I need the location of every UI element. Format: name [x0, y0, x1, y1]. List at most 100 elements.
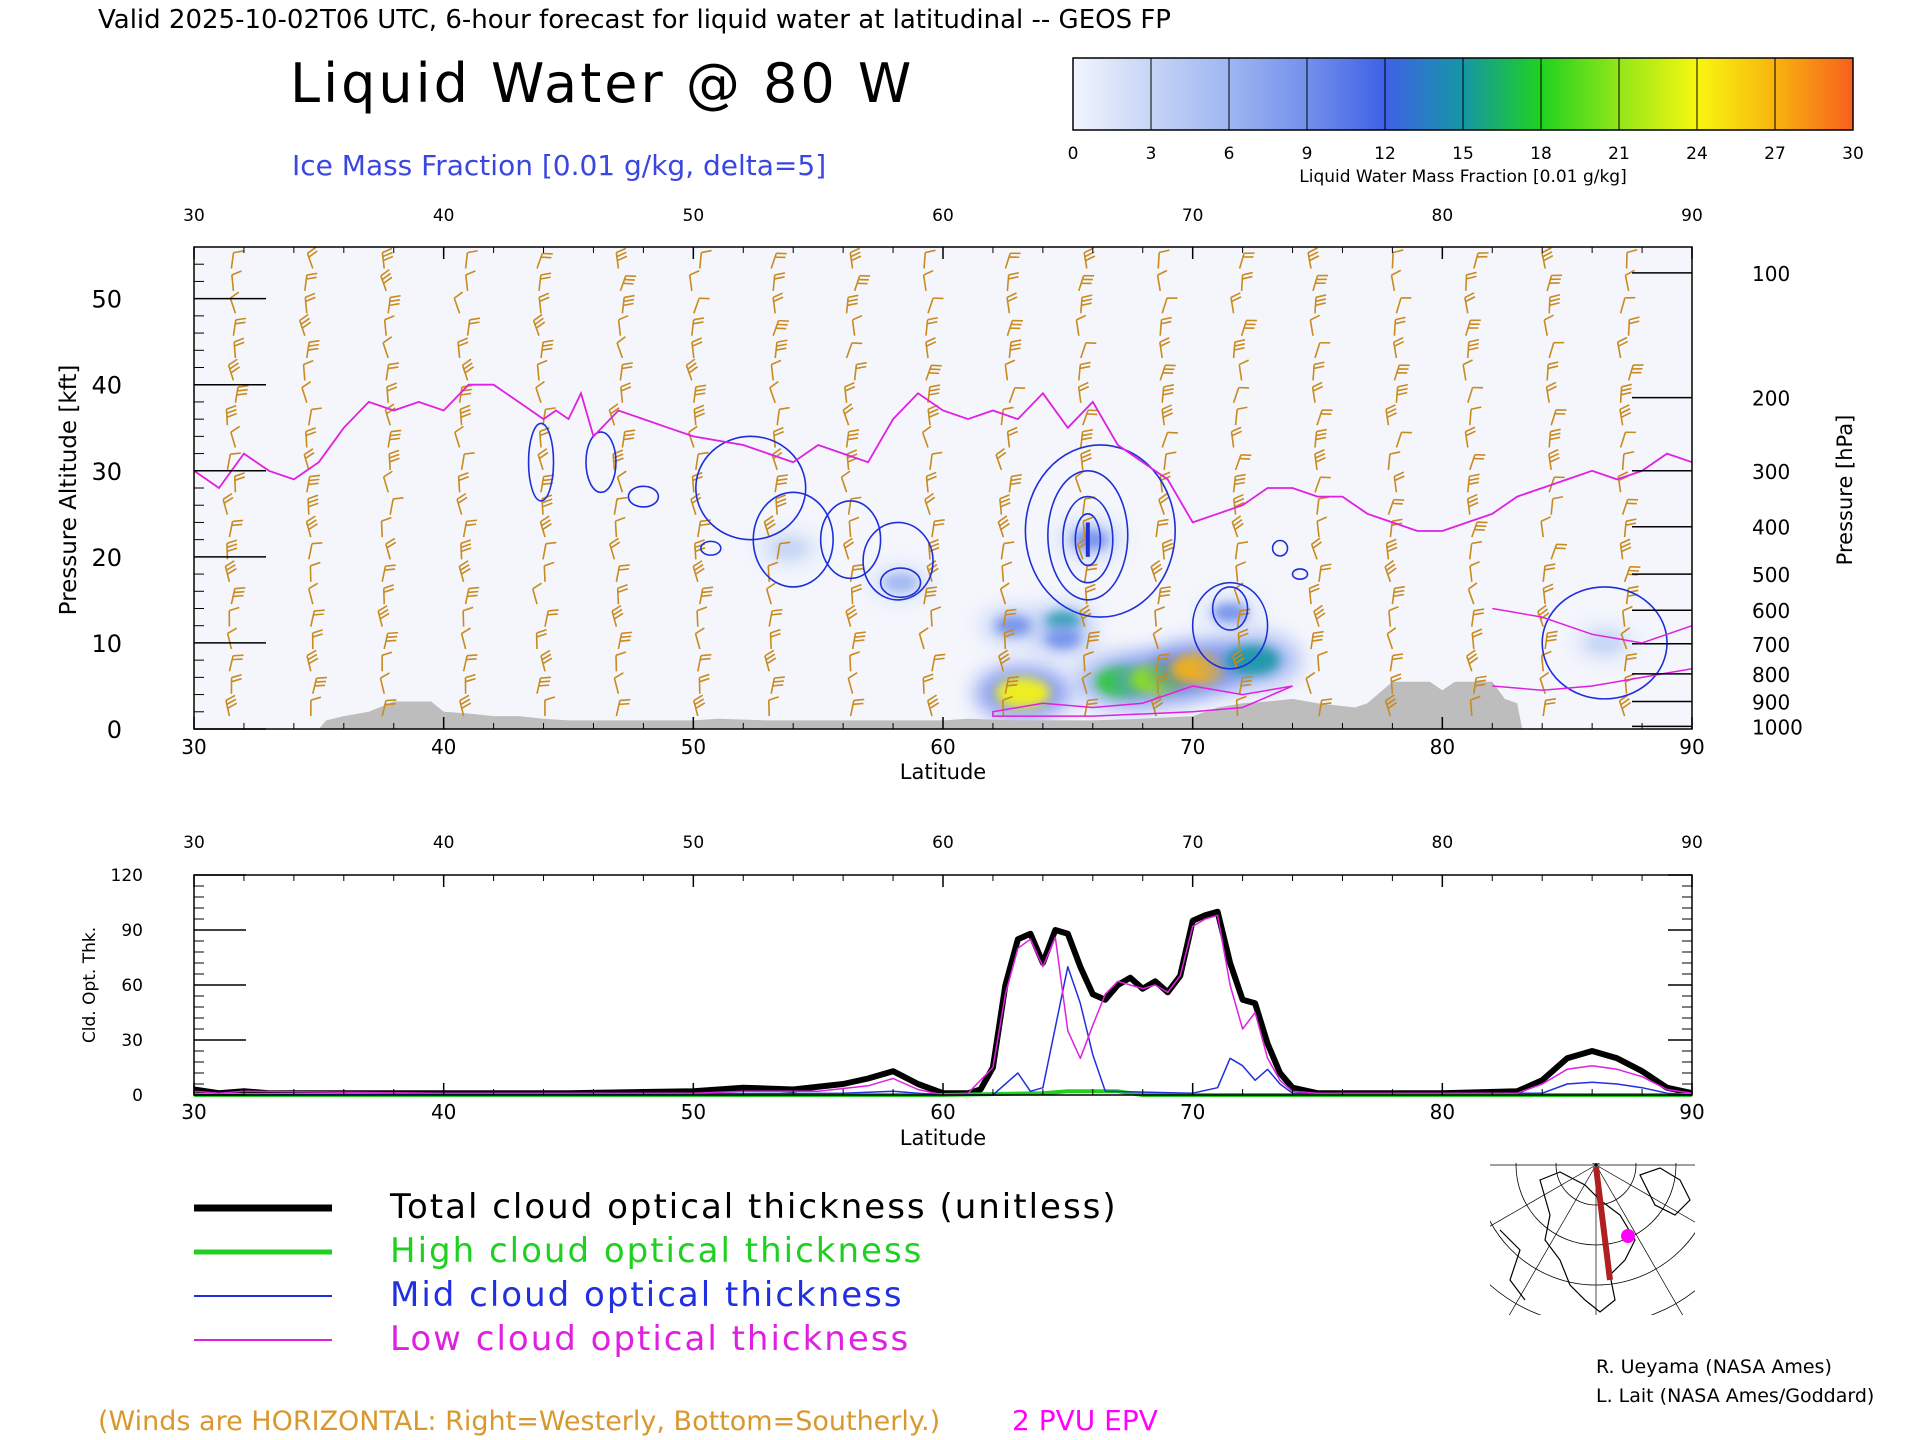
wind-barb: [382, 336, 393, 359]
y-tick-label: 60: [121, 976, 143, 996]
ice-contour: [1062, 495, 1114, 584]
pressure-tick-label: 800: [1752, 663, 1790, 687]
wind-barb: [849, 698, 865, 717]
wind-barb: [1385, 538, 1398, 560]
wind-barb: [1238, 359, 1250, 381]
series-line-low: [193, 914, 1693, 1096]
wind-barb: [699, 249, 712, 269]
pressure-tick-label: 400: [1752, 516, 1790, 540]
wind-barb: [1161, 384, 1175, 403]
wind-barb: [698, 673, 710, 694]
wind-barb: [1080, 428, 1094, 448]
wind-barb: [768, 608, 783, 627]
wind-barb: [774, 339, 788, 359]
wind-barb: [1387, 498, 1405, 515]
wind-barb: [999, 494, 1011, 515]
wind-barb: [1081, 671, 1092, 694]
cross-section-panel: 3030404050506060707080809090010203040501…: [56, 206, 1857, 784]
wind-barb: [767, 561, 779, 582]
wind-barb: [1078, 361, 1091, 381]
wind-barb: [617, 631, 633, 650]
colorbar-tick-label: 6: [1224, 144, 1235, 164]
wind-barb: [772, 272, 786, 291]
wind-barb: [1391, 585, 1405, 605]
wind-barb: [1384, 694, 1398, 717]
wind-barb: [1235, 561, 1247, 582]
wind-barb: [998, 649, 1011, 672]
wind-barb: [926, 694, 940, 717]
x-tick-label: 80: [1430, 1100, 1455, 1124]
wind-barb: [848, 516, 860, 538]
x-tick-label-top: 90: [1681, 833, 1703, 853]
wind-barb: [304, 292, 316, 314]
wind-barb: [381, 247, 394, 269]
map-coastline: [1639, 1167, 1691, 1216]
wind-barb: [1001, 561, 1013, 582]
wind-barb: [1313, 604, 1326, 627]
wind-barb: [1006, 271, 1020, 291]
wind-barb: [853, 274, 871, 292]
wind-barb: [1616, 336, 1629, 359]
pressure-tick-label: 300: [1752, 460, 1790, 484]
wind-barb: [1544, 630, 1558, 650]
wind-barb: [1157, 586, 1172, 605]
wind-barb: [1473, 675, 1487, 694]
ice-mass-subtitle: Ice Mass Fraction [0.01 g/kg, delta=5]: [292, 149, 826, 182]
x-tick-label-top: 40: [433, 206, 455, 226]
wind-barb: [694, 627, 705, 650]
wind-barb: [1542, 583, 1554, 605]
wind-barb: [1624, 269, 1635, 292]
wind-barb: [921, 425, 932, 448]
wind-barb: [309, 561, 321, 582]
wind-barb: [847, 672, 858, 694]
wind-barb: [1467, 473, 1480, 493]
wind-barb: [1161, 538, 1174, 560]
wind-barb: [1163, 451, 1177, 470]
wind-barb: [228, 606, 240, 627]
ice-contour: [752, 491, 834, 588]
wind-barb: [308, 407, 322, 426]
wind-barb: [769, 628, 781, 650]
wind-barb: [1623, 518, 1637, 538]
colorbar-tick-label: 18: [1530, 144, 1552, 164]
wind-barb: [1546, 274, 1562, 292]
wind-barb: [539, 515, 552, 538]
wind-barb: [609, 537, 621, 560]
wind-barb: [1000, 406, 1014, 426]
wind-barb: [923, 249, 936, 269]
liquid-water-core: [1212, 602, 1248, 623]
wind-barb: [462, 519, 477, 538]
wind-barb: [1232, 493, 1245, 515]
wind-barb: [225, 404, 237, 426]
wind-barb: [770, 359, 782, 381]
wind-barb: [853, 361, 867, 381]
wind-barb: [460, 539, 472, 560]
wind-barb: [1469, 540, 1483, 560]
wind-barb: [1308, 583, 1320, 605]
ice-contour: [627, 485, 660, 508]
wind-barb: [1004, 676, 1019, 694]
wind-barb: [1238, 675, 1253, 694]
wind-barb: [1619, 296, 1636, 314]
wind-barb: [1000, 541, 1015, 560]
wind-barb: [1310, 537, 1322, 560]
wind-barb: [613, 672, 624, 694]
credit-lait: L. Lait (NASA Ames/Goddard): [1596, 1385, 1874, 1407]
wind-barb: [1003, 628, 1015, 650]
wind-barb: [1467, 338, 1480, 359]
wind-barb: [775, 494, 787, 515]
wind-barb: [461, 358, 475, 381]
wind-barb: [1548, 428, 1561, 448]
x-tick-label: 30: [181, 1100, 206, 1124]
wind-barb: [1464, 292, 1476, 314]
map-meridian: [1595, 1164, 1695, 1223]
x-tick-label-top: 50: [683, 833, 705, 853]
y-tick-label: 20: [91, 544, 122, 572]
wind-barb: [1075, 314, 1087, 336]
pressure-tick-label: 200: [1752, 387, 1790, 411]
wind-barb: [1316, 409, 1333, 426]
y-tick-label: 90: [121, 921, 143, 941]
wind-barb: [1311, 381, 1324, 403]
wind-barb: [457, 337, 469, 359]
ice-contour: [1191, 581, 1269, 670]
